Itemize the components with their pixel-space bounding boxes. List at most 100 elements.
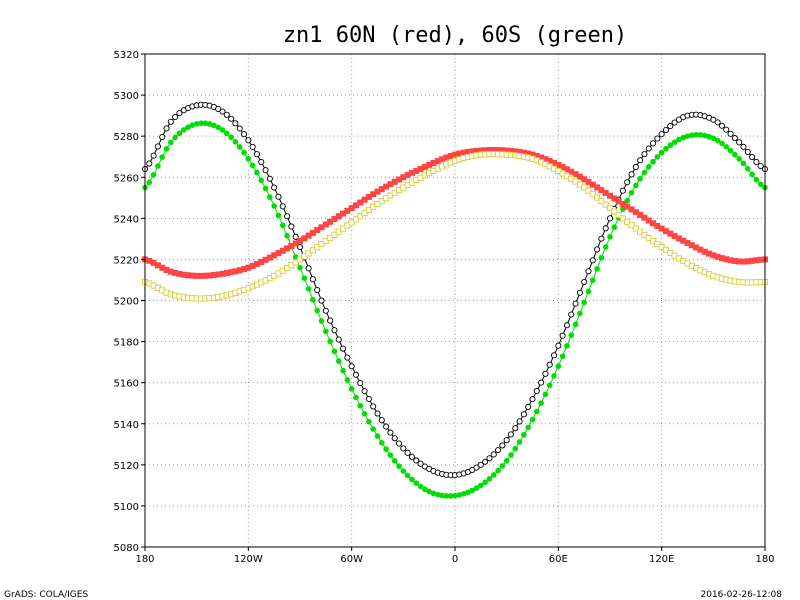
- data-point: [563, 322, 570, 329]
- data-point: [426, 161, 433, 168]
- data-point: [688, 242, 695, 249]
- data-point: [146, 179, 153, 186]
- data-point: [266, 254, 273, 261]
- data-point: [297, 264, 303, 271]
- data-point: [723, 256, 730, 263]
- data-point: [352, 202, 359, 209]
- data-point: [744, 166, 751, 172]
- data-point: [357, 379, 364, 387]
- data-point: [430, 160, 437, 167]
- data-point: [245, 137, 252, 144]
- data-point: [335, 213, 342, 220]
- data-point: [516, 148, 523, 155]
- data-point: [512, 445, 519, 452]
- data-point: [503, 147, 510, 154]
- data-point: [727, 130, 734, 137]
- data-point: [675, 235, 682, 242]
- data-point: [615, 198, 622, 205]
- data-point: [736, 139, 743, 146]
- data-point: [533, 387, 540, 395]
- data-point: [594, 194, 601, 201]
- data-point: [611, 208, 618, 215]
- y-tick-label: 5260: [114, 173, 139, 184]
- data-point: [335, 358, 342, 364]
- data-point: [271, 184, 278, 191]
- data-point: [606, 215, 614, 222]
- data-point: [507, 147, 514, 154]
- data-point: [400, 445, 407, 452]
- data-point: [275, 212, 282, 219]
- data-point: [654, 222, 661, 229]
- data-point: [378, 417, 385, 424]
- data-point: [706, 250, 713, 257]
- data-point: [422, 486, 428, 493]
- data-point: [417, 165, 424, 172]
- data-point: [327, 338, 333, 345]
- data-point: [344, 377, 351, 383]
- data-point: [409, 476, 415, 483]
- data-point: [637, 157, 644, 164]
- data-point: [740, 143, 747, 150]
- data-point: [628, 171, 635, 178]
- data-point: [189, 272, 196, 279]
- data-point: [439, 156, 446, 163]
- x-tick-label: 120E: [649, 554, 674, 565]
- data-point: [357, 213, 364, 220]
- data-point: [602, 201, 609, 208]
- data-point: [331, 327, 338, 334]
- data-point: [555, 161, 562, 168]
- data-point: [395, 440, 403, 447]
- data-point: [529, 396, 536, 403]
- data-point: [589, 191, 596, 198]
- data-point: [340, 210, 347, 217]
- data-point: [482, 479, 488, 486]
- data-point: [585, 288, 592, 295]
- data-point: [327, 317, 334, 324]
- data-point: [525, 150, 532, 157]
- data-point: [564, 343, 570, 349]
- data-point: [318, 224, 325, 231]
- data-point: [576, 289, 583, 296]
- data-point: [482, 147, 489, 154]
- data-point: [305, 250, 312, 257]
- data-point: [589, 277, 596, 284]
- data-point: [279, 222, 286, 229]
- data-point: [469, 148, 476, 155]
- data-point: [641, 151, 648, 158]
- data-point: [490, 147, 497, 154]
- data-point: [292, 240, 299, 247]
- data-point: [236, 144, 243, 150]
- data-point: [495, 147, 502, 154]
- data-point: [370, 426, 376, 432]
- data-point: [318, 297, 325, 304]
- y-tick-label: 5160: [114, 379, 139, 390]
- x-tick-label: 180: [135, 554, 154, 565]
- data-point: [598, 187, 605, 194]
- data-point: [168, 139, 174, 146]
- data-point: [753, 176, 760, 183]
- data-point: [322, 221, 329, 228]
- data-point: [340, 225, 347, 232]
- data-point: [309, 247, 316, 254]
- data-point: [383, 183, 390, 190]
- data-point: [663, 145, 669, 152]
- data-point: [284, 213, 291, 220]
- data-point: [258, 177, 265, 184]
- data-point: [482, 458, 489, 465]
- data-point: [180, 271, 187, 278]
- data-point: [624, 179, 631, 186]
- data-point: [757, 256, 764, 263]
- data-point: [525, 424, 531, 431]
- data-point: [632, 225, 639, 232]
- data-point: [654, 135, 661, 142]
- data-point: [602, 189, 609, 196]
- data-point: [443, 154, 450, 161]
- data-point: [361, 388, 368, 395]
- data-point: [198, 120, 204, 126]
- data-point: [650, 158, 656, 165]
- data-point: [253, 151, 260, 158]
- data-point: [701, 248, 708, 255]
- data-point: [344, 354, 351, 361]
- data-point: [645, 235, 652, 242]
